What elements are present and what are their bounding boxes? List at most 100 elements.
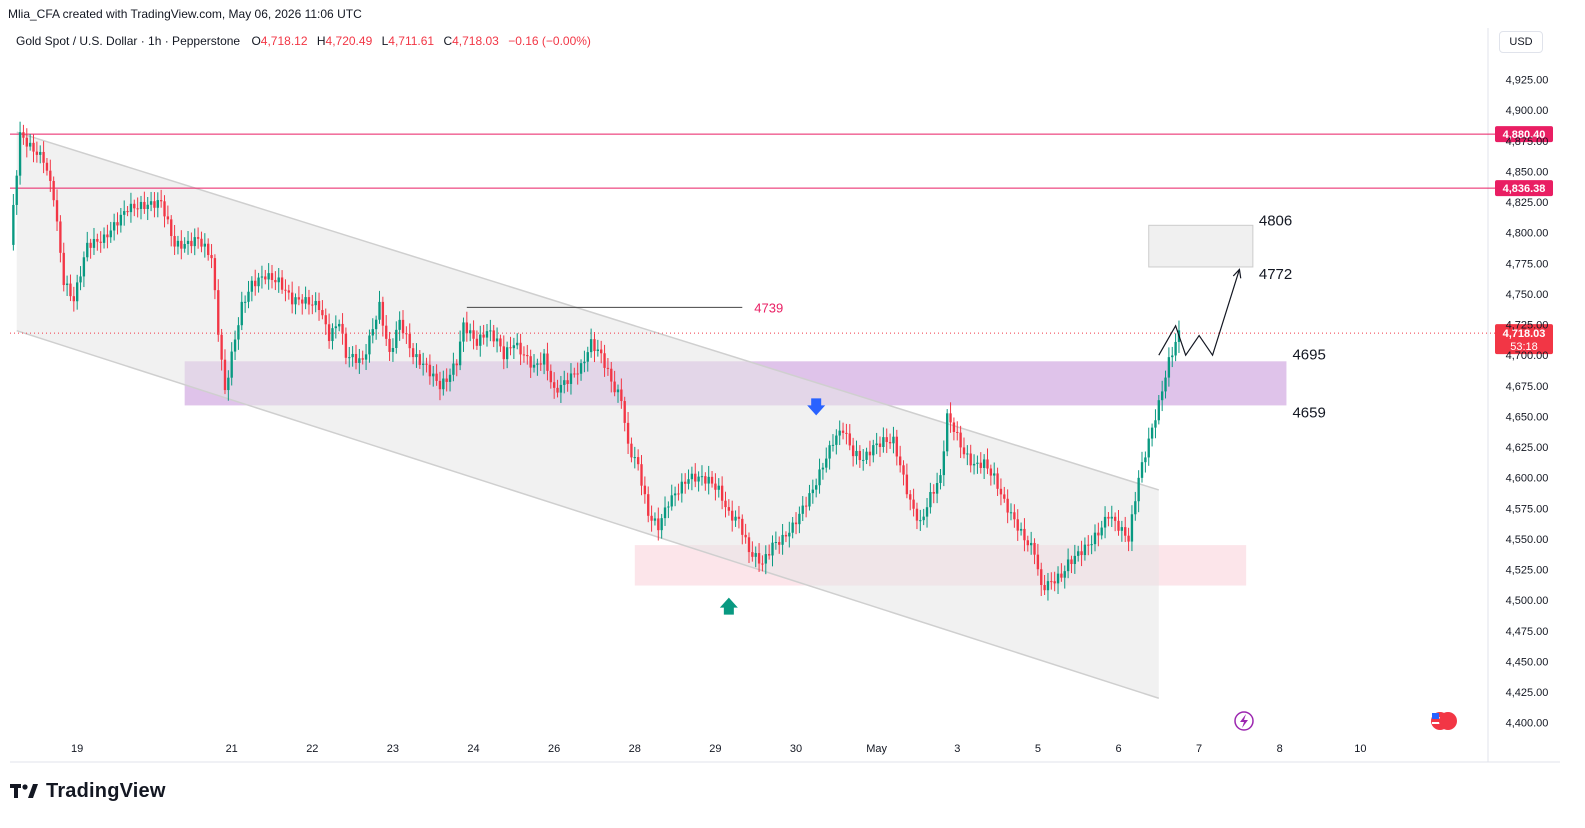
lightning-icon[interactable] <box>1234 711 1254 731</box>
candle[interactable] <box>109 221 112 243</box>
candle[interactable] <box>633 446 636 469</box>
candle[interactable] <box>280 270 284 294</box>
candle[interactable] <box>499 334 502 352</box>
candle[interactable] <box>982 454 986 479</box>
candle[interactable] <box>720 476 724 510</box>
candle[interactable] <box>573 367 576 378</box>
candle[interactable] <box>1016 509 1019 541</box>
candle[interactable] <box>196 227 200 249</box>
candle[interactable] <box>1063 565 1066 589</box>
candle[interactable] <box>1154 409 1157 439</box>
candle[interactable] <box>771 535 774 567</box>
candle[interactable] <box>492 324 495 348</box>
candle[interactable] <box>32 134 35 163</box>
candle[interactable] <box>764 545 767 575</box>
candle[interactable] <box>371 318 374 344</box>
candle[interactable] <box>700 465 704 486</box>
candle[interactable] <box>976 455 979 474</box>
candle[interactable] <box>838 420 841 446</box>
candle[interactable] <box>465 311 469 342</box>
candle[interactable] <box>1137 470 1140 513</box>
candle[interactable] <box>919 509 922 531</box>
candle[interactable] <box>935 472 939 504</box>
candle[interactable] <box>1066 548 1070 579</box>
candle[interactable] <box>89 238 92 259</box>
channel-lower-line[interactable] <box>16 329 1160 699</box>
candle[interactable] <box>254 269 257 296</box>
candle[interactable] <box>28 134 32 151</box>
candle[interactable] <box>25 128 28 158</box>
candle[interactable] <box>727 499 731 516</box>
candle[interactable] <box>35 141 39 163</box>
candle[interactable] <box>203 233 207 258</box>
candle[interactable] <box>600 340 603 364</box>
candle[interactable] <box>925 497 929 528</box>
candle[interactable] <box>301 294 304 315</box>
candle[interactable] <box>596 339 600 357</box>
candle[interactable] <box>126 206 129 217</box>
candle[interactable] <box>304 286 307 310</box>
candle[interactable] <box>546 342 549 381</box>
candle[interactable] <box>710 471 714 488</box>
candle[interactable] <box>966 445 969 466</box>
candle[interactable] <box>912 488 915 517</box>
candle[interactable] <box>684 473 687 494</box>
candle[interactable] <box>993 462 996 485</box>
candle[interactable] <box>62 242 65 292</box>
candle[interactable] <box>657 507 660 541</box>
candle[interactable] <box>220 328 223 371</box>
candle[interactable] <box>583 350 586 373</box>
projection-path[interactable] <box>1158 269 1240 357</box>
candle[interactable] <box>76 274 79 310</box>
candle[interactable] <box>368 329 371 363</box>
candle[interactable] <box>307 289 311 315</box>
candle[interactable] <box>243 295 247 313</box>
candle[interactable] <box>821 462 825 480</box>
candle[interactable] <box>341 313 344 345</box>
candle[interactable] <box>882 427 885 453</box>
target-box[interactable] <box>1148 224 1254 268</box>
candle[interactable] <box>1117 510 1120 536</box>
candle[interactable] <box>794 512 798 535</box>
candle[interactable] <box>526 344 529 365</box>
candle[interactable] <box>227 370 230 401</box>
candle[interactable] <box>381 296 385 337</box>
candle[interactable] <box>986 448 989 475</box>
candle[interactable] <box>905 463 909 499</box>
candle[interactable] <box>767 544 771 560</box>
candle[interactable] <box>395 321 398 354</box>
candle[interactable] <box>1160 380 1164 412</box>
candle[interactable] <box>82 251 86 288</box>
candle[interactable] <box>143 191 146 214</box>
candle[interactable] <box>136 197 139 218</box>
candle[interactable] <box>888 433 892 449</box>
candle[interactable] <box>1171 346 1174 368</box>
candle[interactable] <box>217 279 220 342</box>
candle[interactable] <box>438 371 442 401</box>
candle[interactable] <box>411 343 415 365</box>
candle[interactable] <box>106 224 109 249</box>
candle[interactable] <box>79 266 82 291</box>
candle[interactable] <box>539 352 542 371</box>
currency-button[interactable]: USD <box>1499 31 1543 53</box>
candle[interactable] <box>979 452 982 474</box>
candle[interactable] <box>932 484 935 504</box>
candle[interactable] <box>287 284 290 300</box>
candle[interactable] <box>149 191 153 212</box>
candle[interactable] <box>532 354 536 373</box>
candle[interactable] <box>435 364 438 386</box>
candle[interactable] <box>694 463 697 488</box>
candle[interactable] <box>505 341 509 369</box>
candle[interactable] <box>455 359 458 377</box>
candle[interactable] <box>559 375 563 403</box>
candle[interactable] <box>398 311 401 341</box>
candle[interactable] <box>133 199 136 217</box>
candle[interactable] <box>663 496 667 526</box>
candle[interactable] <box>183 237 186 253</box>
candle[interactable] <box>1100 520 1103 540</box>
candle[interactable] <box>660 513 663 539</box>
candle[interactable] <box>1174 333 1177 362</box>
candle[interactable] <box>606 358 610 376</box>
candle[interactable] <box>798 506 801 534</box>
candle[interactable] <box>623 396 626 432</box>
